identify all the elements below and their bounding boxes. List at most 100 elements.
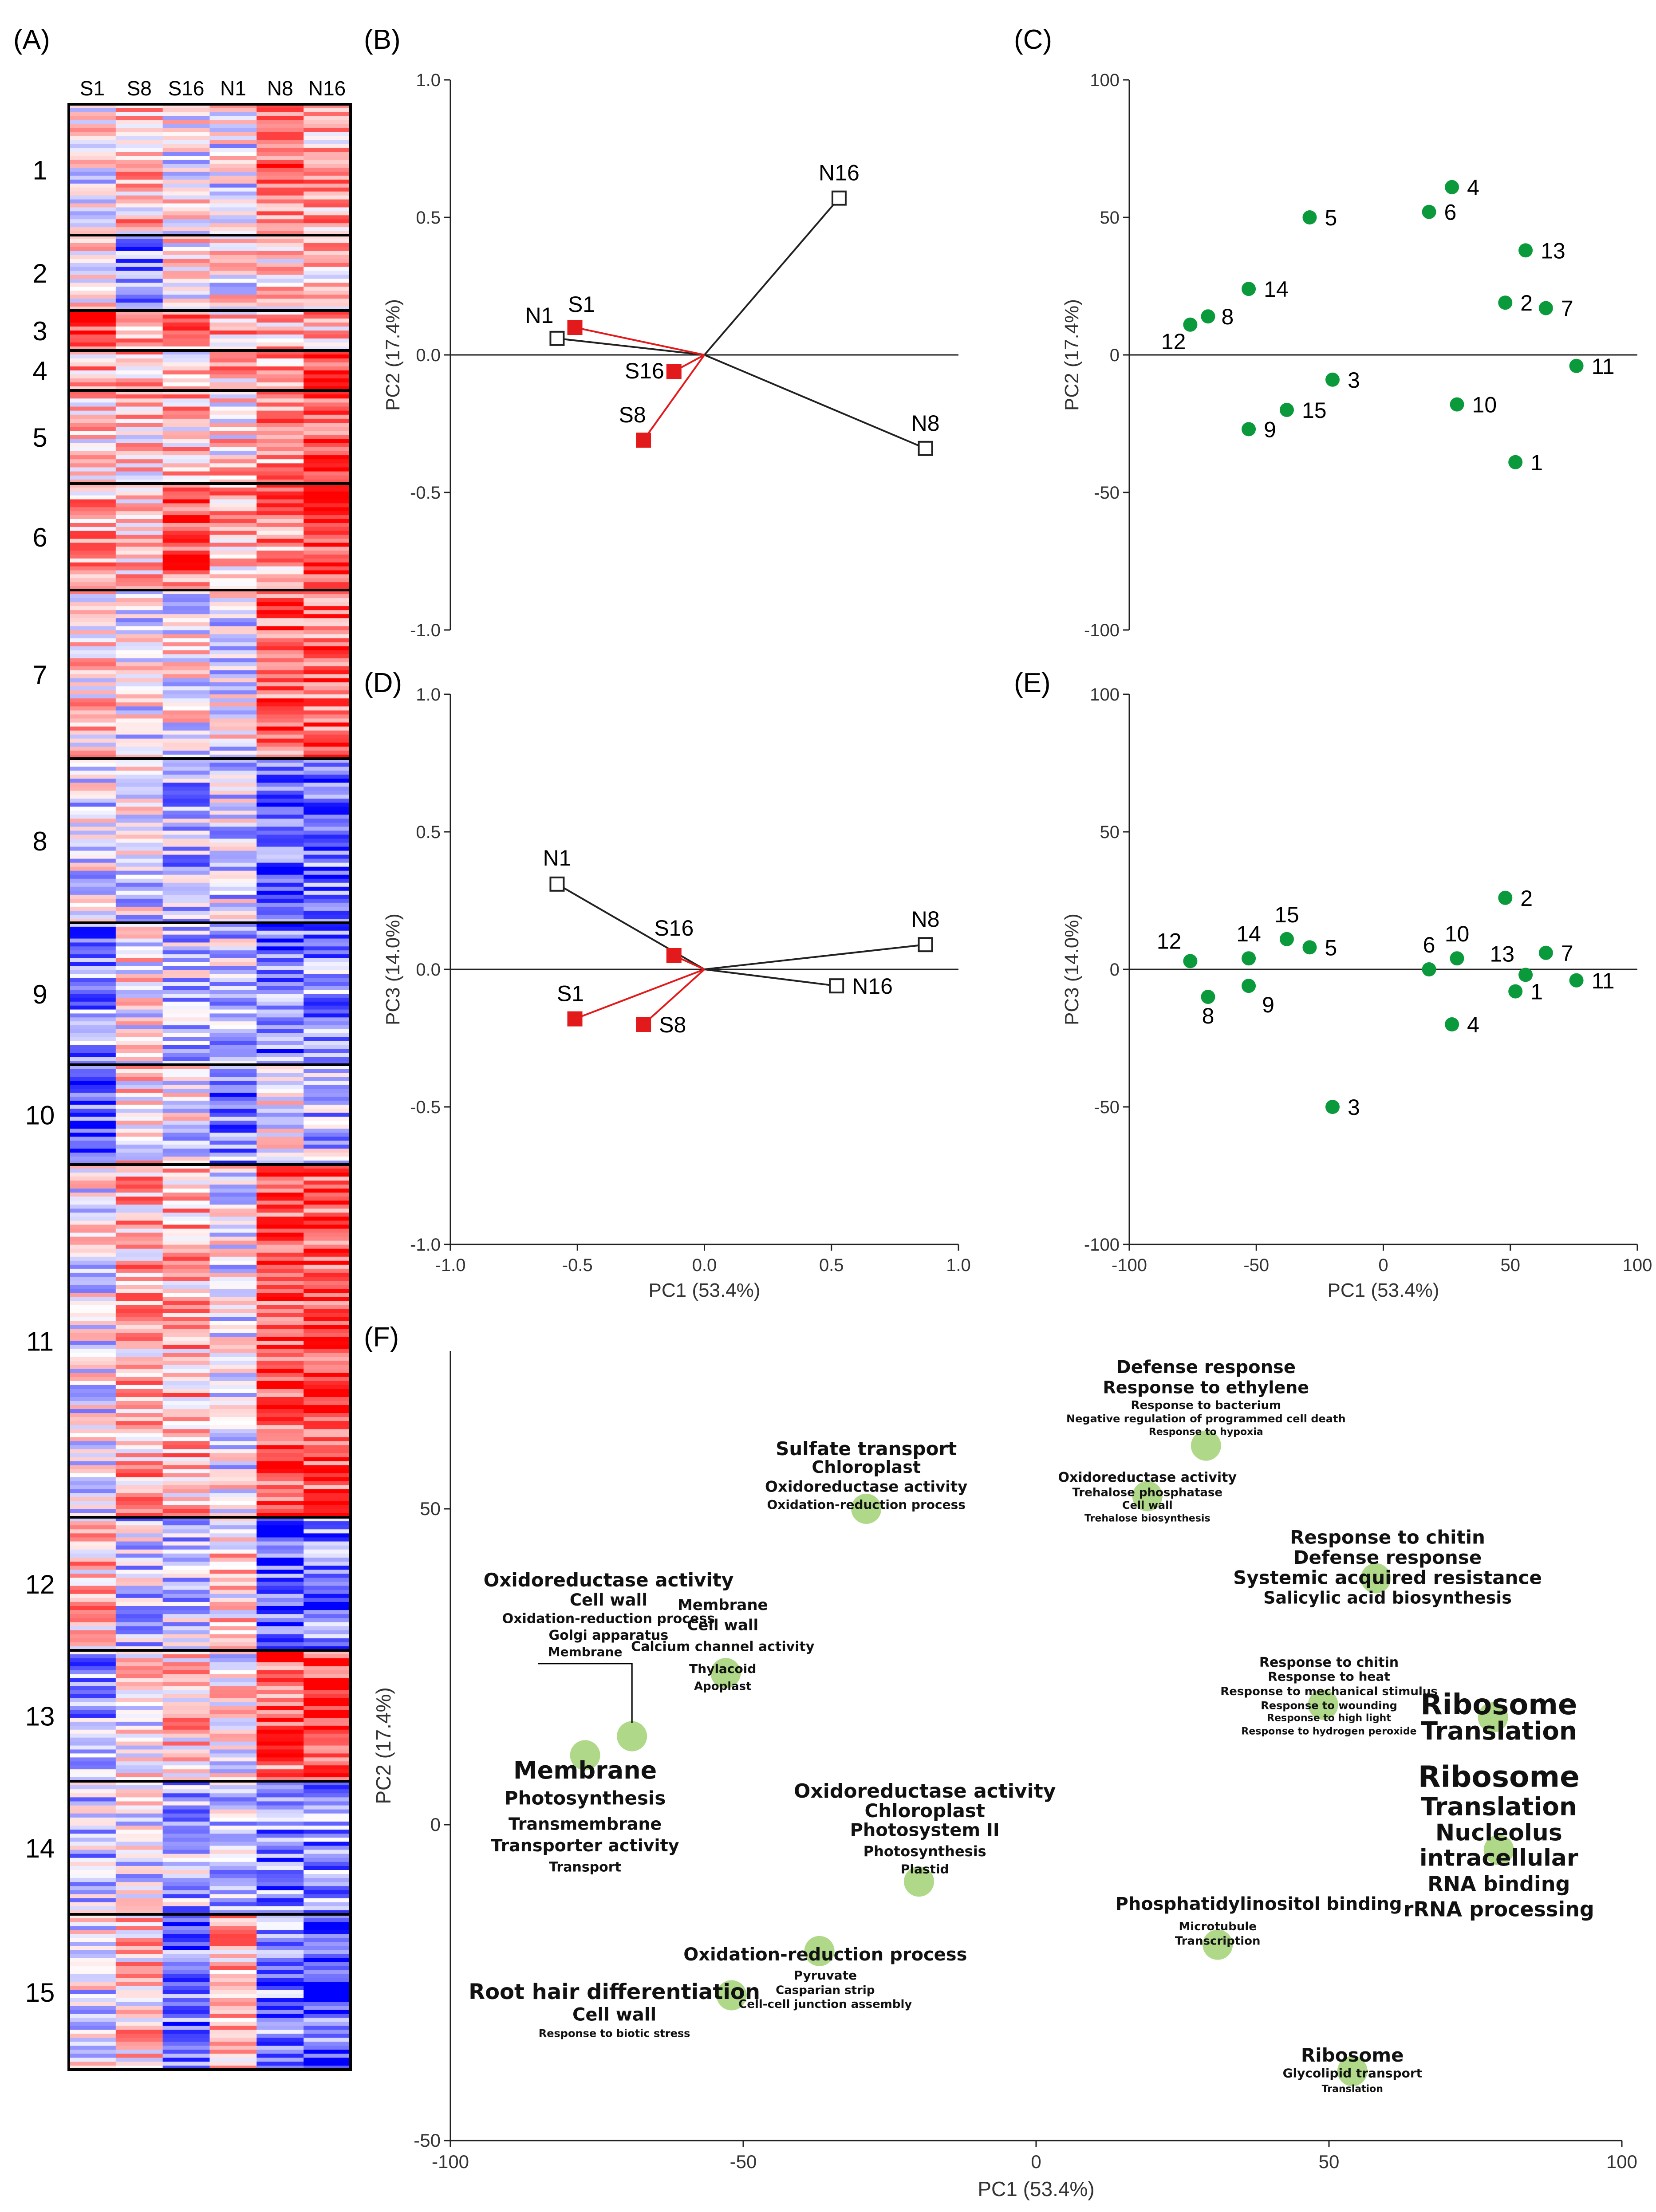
heatmap-cell — [69, 2050, 116, 2054]
heatmap-cell — [115, 1425, 163, 1429]
heatmap-cell — [69, 275, 116, 279]
heatmap-cell — [162, 499, 210, 504]
heatmap-cell — [115, 866, 163, 871]
heatmap-cell — [256, 850, 304, 855]
heatmap-cell — [115, 507, 163, 512]
heatmap-cell — [256, 443, 304, 448]
heatmap-cell — [69, 1425, 116, 1429]
heatmap-cell — [162, 1906, 210, 1911]
heatmap-cell — [69, 902, 116, 907]
heatmap-cell — [209, 1646, 257, 1651]
heatmap-cell — [304, 1826, 351, 1830]
heatmap-cell — [304, 219, 351, 224]
heatmap-cell — [69, 1137, 116, 1141]
heatmap-cell — [115, 775, 163, 779]
heatmap-cell — [304, 144, 351, 148]
heatmap-cell — [115, 858, 163, 863]
heatmap-cell — [209, 1369, 257, 1374]
heatmap-cell — [256, 335, 304, 339]
heatmap-cell — [256, 259, 304, 264]
heatmap-cell — [69, 838, 116, 843]
heatmap-cell — [304, 799, 351, 803]
heatmap-cell — [115, 1361, 163, 1366]
y-tick-label: 0.5 — [416, 208, 441, 228]
heatmap-cell — [69, 1037, 116, 1042]
heatmap-cell — [209, 1898, 257, 1903]
heatmap-cell — [304, 730, 351, 735]
heatmap-cell — [162, 702, 210, 707]
heatmap-cell — [162, 136, 210, 140]
heatmap-cell — [304, 1197, 351, 1201]
heatmap-cell — [69, 1293, 116, 1297]
heatmap-cell — [162, 771, 210, 775]
heatmap-cell — [162, 1602, 210, 1606]
heatmap-cell — [304, 235, 351, 240]
heatmap-cell — [115, 1733, 163, 1738]
heatmap-cell — [304, 1329, 351, 1333]
heatmap-cell — [256, 1733, 304, 1738]
heatmap-cell — [256, 1141, 304, 1145]
heatmap-cell — [256, 1121, 304, 1125]
heatmap-cell — [115, 658, 163, 663]
go-term-label: Oxidation-reduction process — [683, 1944, 967, 1965]
heatmap-cell — [209, 1161, 257, 1165]
heatmap-cell — [209, 771, 257, 775]
heatmap-cell — [69, 566, 116, 571]
heatmap-cell — [209, 878, 257, 883]
heatmap-cell — [69, 1801, 116, 1806]
heatmap-cell — [115, 1429, 163, 1433]
heatmap-cell — [209, 718, 257, 723]
heatmap-cell — [115, 890, 163, 895]
heatmap-cell — [304, 116, 351, 121]
heatmap-cell — [256, 1001, 304, 1006]
heatmap-cell — [115, 1129, 163, 1133]
heatmap-cell — [304, 807, 351, 811]
score-point — [1201, 309, 1215, 324]
heatmap-cell — [256, 1449, 304, 1453]
heatmap-cell — [209, 1761, 257, 1766]
heatmap-cell — [162, 1662, 210, 1667]
heatmap-cell — [162, 1097, 210, 1101]
heatmap-cell — [209, 622, 257, 626]
loading-point-label: S1 — [557, 981, 584, 1006]
score-point — [1242, 951, 1256, 966]
heatmap-cell — [256, 978, 304, 982]
heatmap-cell — [304, 1057, 351, 1061]
heatmap-cell — [69, 906, 116, 911]
heatmap-cell — [69, 511, 116, 516]
heatmap-cell — [304, 1313, 351, 1317]
heatmap-cell — [304, 1777, 351, 1782]
heatmap-cell — [115, 1465, 163, 1470]
heatmap-cell — [256, 1914, 304, 1919]
heatmap-cell — [69, 1073, 116, 1077]
heatmap-cell — [304, 207, 351, 212]
heatmap-cell — [162, 562, 210, 567]
heatmap-cell — [69, 674, 116, 679]
heatmap-cell — [304, 1141, 351, 1145]
heatmap-cell — [256, 974, 304, 978]
heatmap-cell — [162, 1962, 210, 1967]
heatmap-cell — [69, 1717, 116, 1722]
heatmap-cell — [162, 1393, 210, 1397]
heatmap-cell — [304, 1297, 351, 1301]
heatmap-cell — [115, 698, 163, 703]
heatmap-cell — [209, 1125, 257, 1129]
heatmap-cell — [162, 823, 210, 827]
heatmap-cell — [69, 267, 116, 272]
heatmap-cell — [304, 994, 351, 998]
heatmap-cell — [69, 1562, 116, 1566]
heatmap-cell — [256, 938, 304, 943]
heatmap-cell — [256, 1309, 304, 1313]
heatmap-cell — [115, 164, 163, 168]
heatmap-cell — [115, 634, 163, 639]
heatmap-cell — [256, 223, 304, 228]
heatmap-cell — [209, 1445, 257, 1449]
heatmap-cell — [69, 527, 116, 531]
heatmap-cell — [304, 414, 351, 419]
heatmap-cell — [304, 763, 351, 767]
heatmap-cell — [115, 1289, 163, 1293]
heatmap-cell — [304, 2050, 351, 2054]
heatmap-cell — [304, 1193, 351, 1197]
heatmap-cell — [69, 1061, 116, 1065]
heatmap-cell — [256, 1240, 304, 1245]
